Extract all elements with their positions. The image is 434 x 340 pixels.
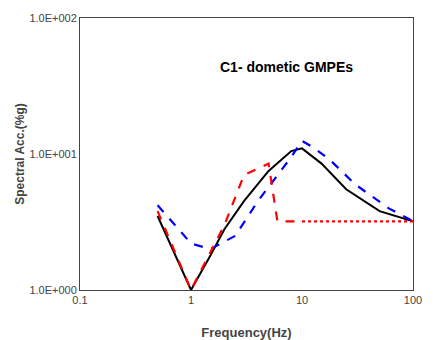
- svg-text:C1- dometic GMPEs: C1- dometic GMPEs: [220, 59, 353, 75]
- svg-text:10: 10: [296, 294, 308, 306]
- svg-text:100: 100: [404, 294, 422, 306]
- svg-text:1.0E+001: 1.0E+001: [29, 148, 76, 160]
- svg-text:Frequency(Hz): Frequency(Hz): [201, 325, 291, 340]
- svg-text:0.1: 0.1: [72, 294, 87, 306]
- svg-text:1.0E+002: 1.0E+002: [29, 12, 76, 24]
- svg-text:1: 1: [188, 294, 194, 306]
- svg-text:1.0E+000: 1.0E+000: [29, 284, 76, 296]
- svg-text:Spectral Acc.(%g): Spectral Acc.(%g): [13, 103, 27, 205]
